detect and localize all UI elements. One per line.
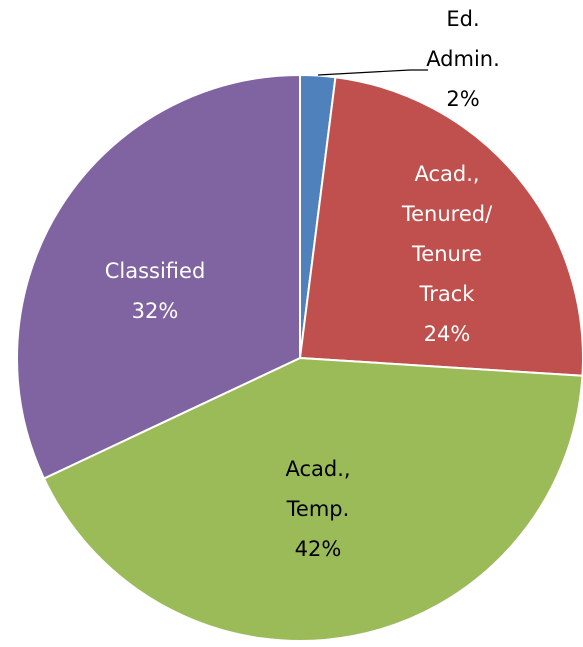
- slice-label: Acad.,: [414, 162, 479, 186]
- value-label: 24%: [424, 322, 471, 346]
- pie-slice: [298, 76, 583, 377]
- slice-label: Classified: [105, 259, 206, 283]
- pie-slice: [42, 356, 583, 642]
- pie-slice: [16, 73, 301, 480]
- leader-line: [317, 69, 428, 76]
- value-label: 2%: [446, 87, 479, 111]
- slice-label: Tenure: [411, 242, 482, 266]
- slice-label: Admin.: [426, 47, 500, 71]
- slice-label: Tenured/: [401, 202, 493, 226]
- slice-label: Temp.: [286, 497, 350, 521]
- slice-label: Ed.: [446, 7, 479, 31]
- slice-label: Acad.,: [285, 457, 350, 481]
- slice-label: Track: [419, 282, 476, 306]
- value-label: 42%: [295, 537, 342, 561]
- value-label: 32%: [132, 299, 179, 323]
